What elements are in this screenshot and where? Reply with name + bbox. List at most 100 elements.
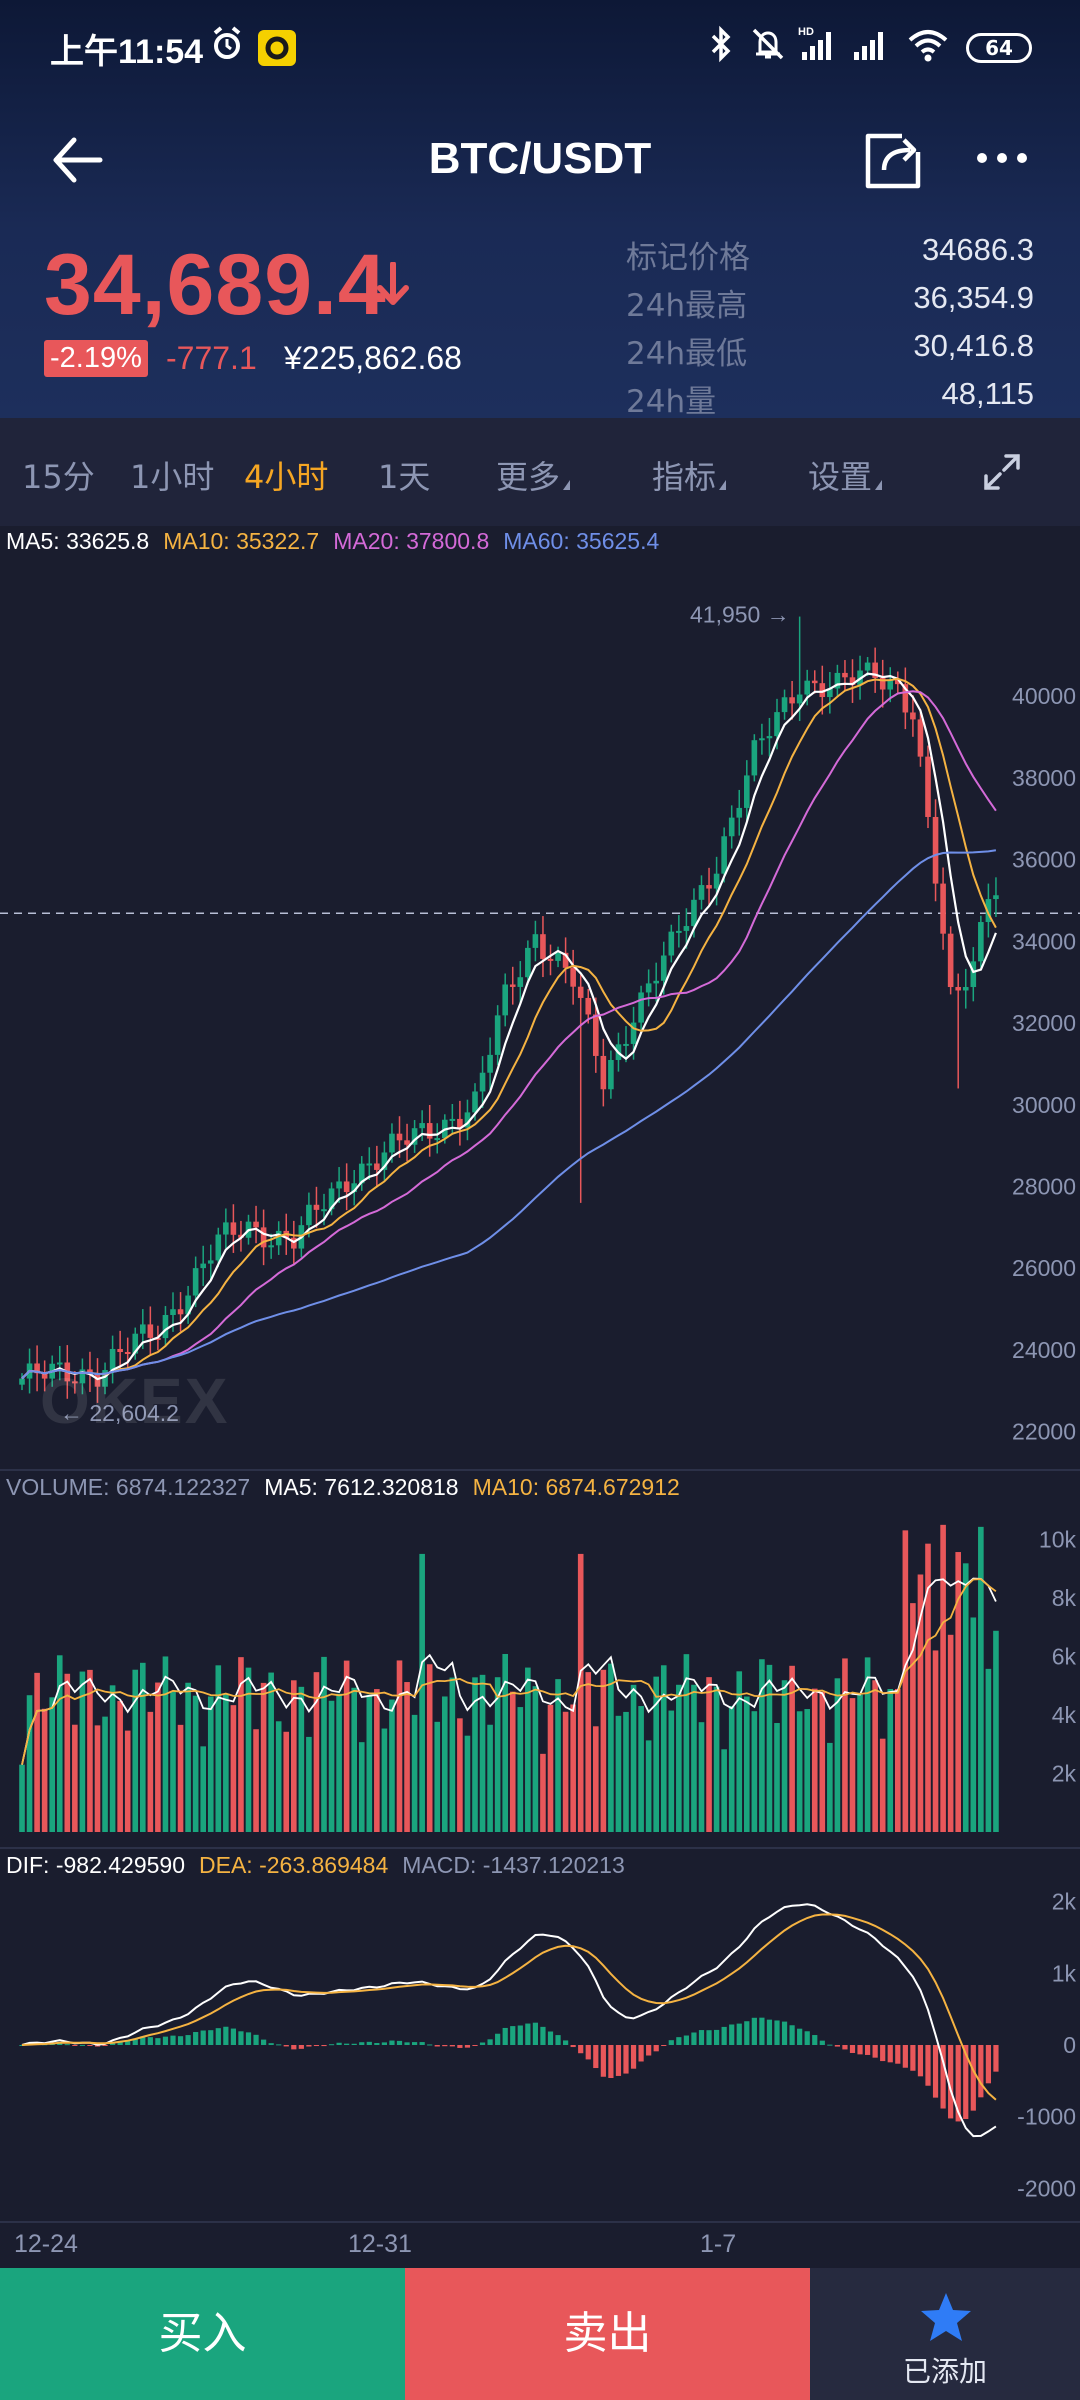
volume-bar	[170, 1691, 176, 1832]
price-tick-label: 36000	[1012, 847, 1076, 873]
candle-body	[192, 1268, 199, 1296]
candle-body	[653, 980, 659, 984]
candle-body	[879, 677, 886, 690]
candle-body	[744, 775, 750, 808]
macd-histogram-bar	[389, 2040, 395, 2045]
dropdown-triangle-icon	[719, 480, 727, 490]
volume-bar	[532, 1686, 539, 1832]
volume-bar	[562, 1711, 569, 1832]
fullscreen-expand-icon[interactable]	[982, 452, 1022, 492]
candle-body	[426, 1123, 433, 1139]
candle-body	[630, 1022, 637, 1044]
macd-histogram-bar	[842, 2045, 848, 2050]
macd-histogram-bar	[766, 2019, 773, 2045]
volume-bar	[608, 1663, 614, 1832]
candle-body	[449, 1118, 456, 1121]
macd-histogram-bar	[676, 2037, 682, 2045]
macd-histogram-bar	[593, 2045, 599, 2069]
macd-histogram-bar	[283, 2045, 289, 2047]
macd-histogram-bar	[321, 2045, 327, 2047]
candle-body	[56, 1362, 63, 1365]
candle-body	[562, 952, 569, 968]
volume-bar	[494, 1677, 501, 1832]
buy-button[interactable]: 买入	[0, 2268, 405, 2400]
volume-bar	[917, 1574, 924, 1832]
volume-bar	[759, 1659, 765, 1832]
kline-chart[interactable]: 22000 24000 26000 28000 30000 32000 34000 36000…	[0, 0, 1080, 2268]
volume-bar	[426, 1664, 433, 1832]
macd-histogram-bar	[276, 2044, 282, 2046]
pair-title[interactable]: BTC/USDT	[428, 134, 652, 183]
volume-bar	[744, 1696, 750, 1832]
macd-histogram-bar	[781, 2021, 788, 2045]
alarm-icon	[213, 26, 241, 59]
low-annotation: ← 22,604.2	[60, 1400, 179, 1426]
volume-bar	[766, 1664, 773, 1832]
volume-bar	[79, 1671, 86, 1832]
favorite-button[interactable]: 已添加	[810, 2268, 1080, 2400]
tab-4h[interactable]: 4小时	[244, 458, 329, 496]
tab-15m[interactable]: 15分	[22, 458, 95, 496]
volume-bar	[177, 1724, 184, 1832]
candle-body	[351, 1183, 357, 1193]
candle-body	[811, 680, 818, 684]
macd-histogram-bar	[570, 2045, 576, 2048]
signal-bars-icon	[854, 32, 883, 60]
legend-vol-ma5: MA5: 7612.320818	[264, 1474, 459, 1500]
stat-value-24h-high: 36,354.9	[913, 280, 1034, 315]
volume-bar	[540, 1753, 546, 1832]
candle-body	[978, 922, 984, 962]
macd-histogram-bar	[917, 2045, 924, 2077]
sell-button[interactable]: 卖出	[405, 2268, 810, 2400]
mute-icon	[752, 28, 784, 60]
more-dots-icon[interactable]	[974, 138, 1030, 178]
nav-bar: BTC/USDT	[0, 110, 1080, 210]
macd-histogram-bar	[948, 2045, 954, 2119]
macd-histogram-bar	[185, 2035, 191, 2045]
back-arrow-icon[interactable]	[48, 130, 108, 190]
candle-body	[479, 1072, 486, 1092]
volume-bar	[109, 1685, 116, 1832]
ma20-line	[21, 690, 997, 1380]
legend-ma5: MA5: 33625.8	[6, 528, 150, 554]
volume-bar	[623, 1711, 629, 1832]
volume-bar	[645, 1740, 652, 1832]
volume-bar	[200, 1746, 206, 1832]
candle-body	[781, 697, 788, 713]
candle-body	[94, 1374, 101, 1387]
macd-histogram-bar	[479, 2042, 486, 2045]
volume-bar	[275, 1721, 282, 1832]
volume-bar	[879, 1738, 886, 1832]
volume-bar	[56, 1655, 63, 1832]
candle-body	[827, 688, 833, 698]
price-tick-label: 24000	[1012, 1337, 1076, 1363]
macd-histogram-bar	[608, 2045, 614, 2078]
macd-histogram-bar	[72, 2045, 78, 2046]
tab-settings[interactable]: 设置	[808, 452, 883, 498]
volume-bar	[819, 1691, 826, 1832]
candle-body	[766, 736, 773, 739]
candle-body	[366, 1163, 373, 1166]
tab-indicators[interactable]: 指标	[652, 452, 727, 498]
share-icon[interactable]	[862, 128, 926, 192]
macd-histogram-bar	[155, 2038, 161, 2045]
candle-body	[751, 740, 758, 776]
macd-histogram-bar	[230, 2028, 236, 2045]
volume-bar	[895, 1688, 901, 1832]
tab-1h[interactable]: 1小时	[130, 458, 215, 496]
tab-more[interactable]: 更多	[496, 452, 571, 498]
volume-bar	[683, 1654, 690, 1832]
tab-1d[interactable]: 1天	[378, 458, 431, 496]
volume-bar	[72, 1724, 78, 1832]
macd-histogram-bar	[555, 2035, 561, 2045]
candle-body	[849, 677, 856, 685]
candle-body	[955, 987, 961, 991]
macd-histogram-bar	[110, 2042, 116, 2045]
candle-body	[117, 1348, 123, 1353]
macd-histogram-bar	[653, 2045, 659, 2052]
macd-histogram-bar	[721, 2026, 727, 2045]
macd-histogram-bar	[374, 2043, 380, 2045]
candle-body	[140, 1324, 146, 1334]
candle-body	[509, 984, 516, 987]
legend-macd: MACD: -1437.120213	[402, 1852, 625, 1878]
